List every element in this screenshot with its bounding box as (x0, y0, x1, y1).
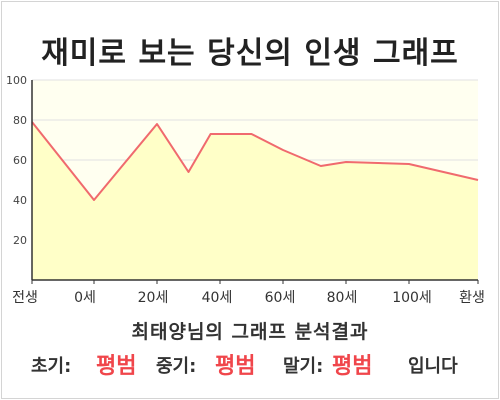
result-heading: 최태양님의 그래프 분석결과 (131, 321, 369, 343)
middle-stage-label: 중기: (156, 356, 197, 377)
early-stage-label: 초기: (31, 356, 72, 377)
middle-stage-value: 평범 (215, 354, 256, 379)
y-tick-label: 60 (13, 154, 27, 167)
y-tick-label: 40 (13, 194, 27, 207)
late-stage-label: 말기: (283, 356, 324, 377)
x-tick-labels: 전생 0세 20세 40세 60세 80세 100세 환생 (12, 280, 485, 306)
x-tick-label: 20세 (138, 290, 169, 306)
x-tick-label: 전생 (12, 290, 38, 306)
x-tick-label: 40세 (202, 290, 233, 306)
life-area-fill (32, 122, 478, 280)
y-tick-label: 80 (13, 114, 27, 127)
x-tick-label: 60세 (265, 290, 296, 306)
y-tick-labels: 20 40 60 80 100 (6, 74, 27, 247)
life-series-line (31, 121, 479, 201)
x-tick-label: 100세 (392, 290, 432, 306)
x-tick-label: 환생 (459, 290, 485, 306)
x-tick-label: 0세 (74, 290, 96, 306)
x-tick-label: 80세 (327, 290, 358, 306)
y-tick-label: 100 (6, 74, 27, 87)
chart-axes (31, 80, 478, 281)
result-ending: 입니다 (408, 356, 458, 377)
page-title: 재미로 보는 당신의 인생 그래프 (41, 36, 459, 71)
late-stage-value: 평범 (332, 354, 373, 379)
early-stage-value: 평범 (96, 354, 137, 379)
y-tick-label: 20 (13, 234, 27, 247)
